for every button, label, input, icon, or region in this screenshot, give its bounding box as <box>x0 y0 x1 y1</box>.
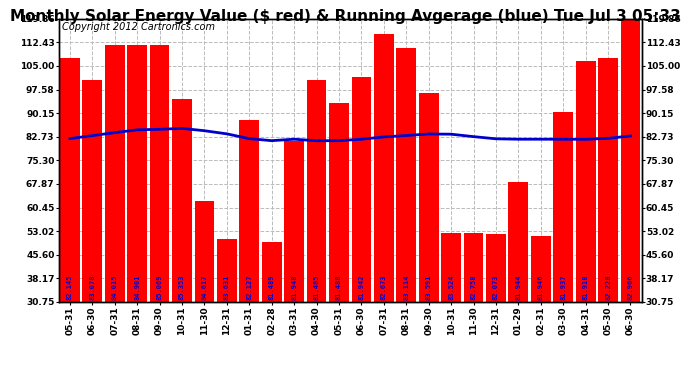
Text: 83.631: 83.631 <box>224 275 230 300</box>
Text: 84.015: 84.015 <box>112 275 118 300</box>
Text: 82.127: 82.127 <box>246 275 253 300</box>
Bar <box>620 15 640 302</box>
Bar <box>105 45 125 302</box>
Bar <box>172 99 192 302</box>
Bar <box>374 34 394 302</box>
Bar <box>486 234 506 302</box>
Bar <box>195 201 215 302</box>
Text: 81.488: 81.488 <box>336 275 342 300</box>
Bar <box>396 48 416 302</box>
Bar <box>150 45 170 302</box>
Text: Monthly Solar Energy Value ($ red) & Running Avgerage (blue) Tue Jul 3 05:33: Monthly Solar Energy Value ($ red) & Run… <box>10 9 680 24</box>
Text: 81.465: 81.465 <box>313 275 319 300</box>
Text: 82.966: 82.966 <box>627 275 633 300</box>
Bar <box>464 233 484 302</box>
Text: 82.673: 82.673 <box>381 275 387 300</box>
Bar <box>509 182 529 302</box>
Bar <box>441 233 461 302</box>
Text: 81.489: 81.489 <box>268 275 275 300</box>
Bar <box>60 58 80 302</box>
Text: 85.353: 85.353 <box>179 275 185 300</box>
Text: 81.944: 81.944 <box>515 275 522 300</box>
Text: 81.918: 81.918 <box>582 275 589 300</box>
Text: 83.591: 83.591 <box>426 275 432 300</box>
Text: 83.078: 83.078 <box>89 275 95 300</box>
Text: 81.942: 81.942 <box>358 275 364 300</box>
Bar <box>531 236 551 302</box>
Bar <box>419 93 439 302</box>
Bar <box>127 45 147 302</box>
Bar <box>284 141 304 302</box>
Bar <box>575 61 595 302</box>
Bar <box>239 120 259 302</box>
Text: 83.524: 83.524 <box>448 275 454 300</box>
Bar <box>329 102 349 302</box>
Text: 83.114: 83.114 <box>403 275 409 300</box>
Text: 82.228: 82.228 <box>605 275 611 300</box>
Text: Copyright 2012 Cartronics.com: Copyright 2012 Cartronics.com <box>61 22 215 32</box>
Bar <box>553 112 573 302</box>
Text: 81.946: 81.946 <box>538 275 544 300</box>
Text: 82.073: 82.073 <box>493 275 499 300</box>
Bar <box>262 242 282 302</box>
Text: 84.901: 84.901 <box>134 275 140 300</box>
Bar <box>598 58 618 302</box>
Bar <box>82 80 102 302</box>
Text: 85.069: 85.069 <box>157 275 163 300</box>
Text: 81.937: 81.937 <box>560 275 566 300</box>
Bar <box>351 77 371 302</box>
Text: 84.617: 84.617 <box>201 275 208 300</box>
Text: 81.948: 81.948 <box>291 275 297 300</box>
Text: 82.758: 82.758 <box>471 275 477 300</box>
Bar <box>306 80 326 302</box>
Text: 82.145: 82.145 <box>67 275 73 300</box>
Bar <box>217 239 237 302</box>
